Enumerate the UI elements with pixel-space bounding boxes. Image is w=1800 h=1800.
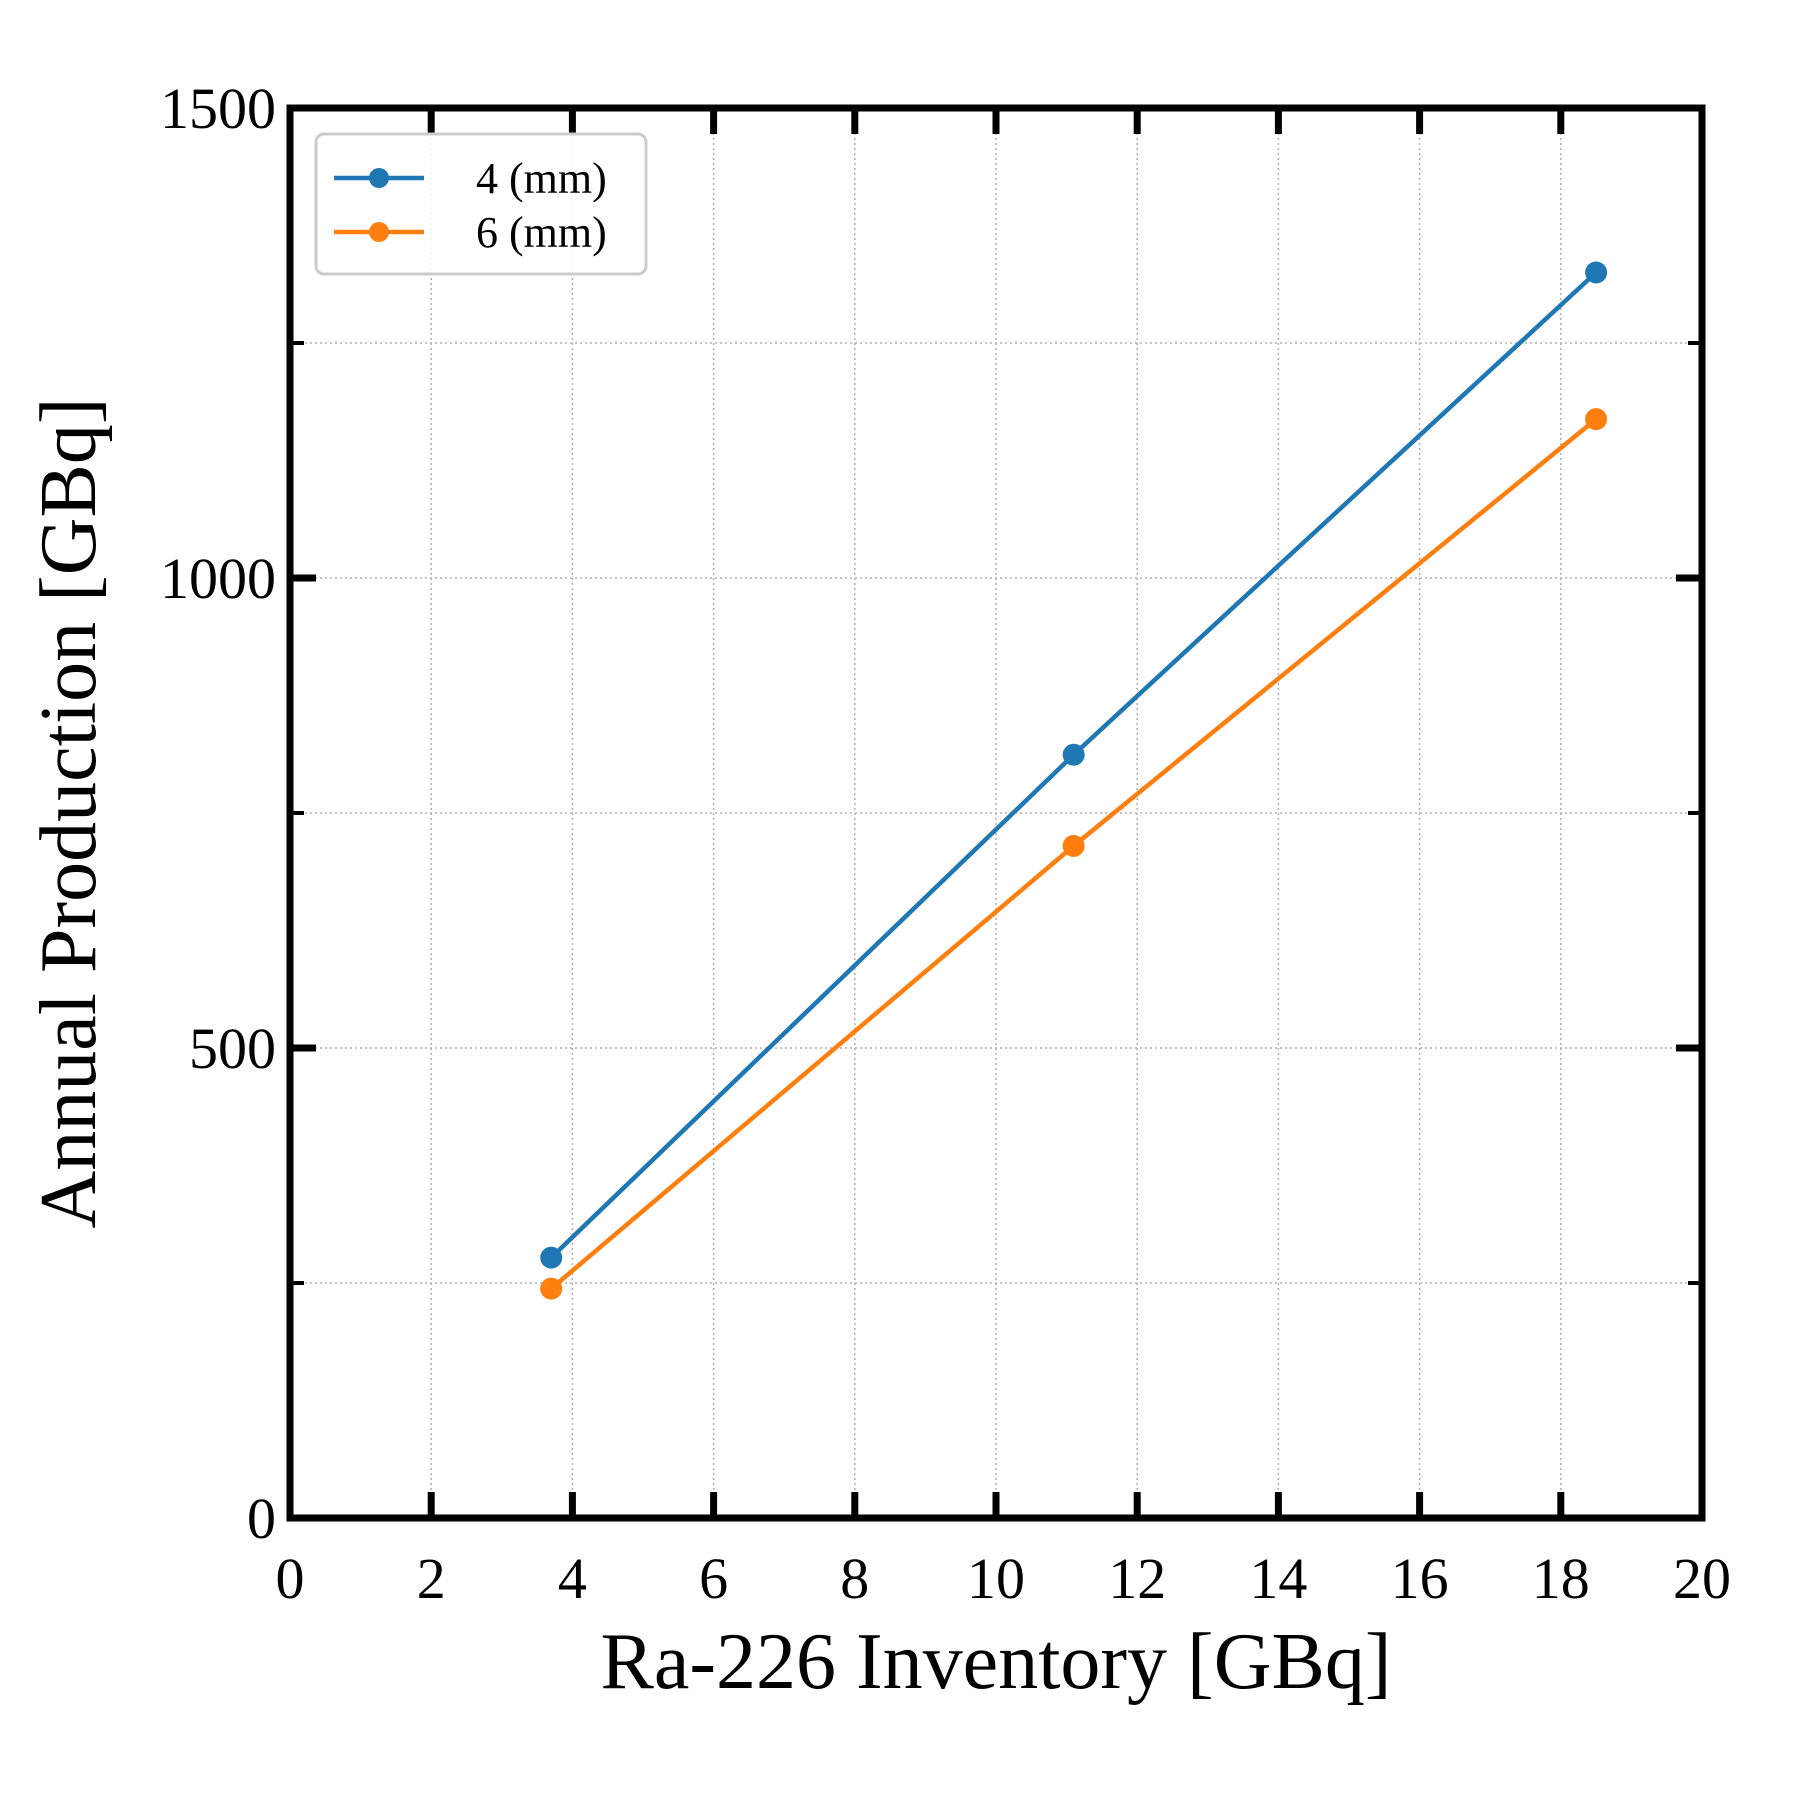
x-tick-label: 6 xyxy=(699,1546,728,1611)
legend-marker xyxy=(369,222,389,242)
legend: 4 (mm) 6 (mm) xyxy=(314,132,648,276)
x-tick-label: 12 xyxy=(1108,1546,1166,1611)
x-axis-label: Ra-226 Inventory [GBq] xyxy=(601,1618,1392,1706)
data-point xyxy=(540,1246,563,1269)
legend-box xyxy=(314,132,648,276)
y-axis-label: Annual Production [GBq] xyxy=(25,397,113,1228)
y-tick-label: 500 xyxy=(189,1016,276,1081)
data-point xyxy=(1585,261,1608,284)
data-point xyxy=(540,1277,563,1300)
y-tick-label: 1000 xyxy=(160,546,276,611)
plot-frame xyxy=(286,104,1706,1522)
tick-labels: 0 2 4 6 8 10 12 14 16 18 20 0 500 1000 1500 xyxy=(160,76,1731,1611)
series-2 xyxy=(540,408,1608,1300)
x-tick-label: 0 xyxy=(276,1546,305,1611)
series-1 xyxy=(540,261,1608,1269)
y-tick-label: 1500 xyxy=(160,76,276,141)
x-tick-label: 10 xyxy=(967,1546,1025,1611)
x-tick-label: 18 xyxy=(1532,1546,1590,1611)
x-tick-label: 4 xyxy=(558,1546,587,1611)
x-tick-label: 16 xyxy=(1391,1546,1449,1611)
legend-entry: 6 (mm) xyxy=(334,208,607,257)
data-point xyxy=(1062,743,1085,766)
data-point xyxy=(1062,834,1085,857)
x-tick-label: 8 xyxy=(840,1546,869,1611)
legend-label: 4 (mm) xyxy=(476,154,607,203)
series-layer xyxy=(540,261,1608,1300)
legend-marker xyxy=(369,168,389,188)
x-tick-label: 20 xyxy=(1673,1546,1731,1611)
data-point xyxy=(1585,408,1608,431)
grid-lines xyxy=(289,107,1703,1519)
x-tick-label: 14 xyxy=(1249,1546,1307,1611)
x-tick-label: 2 xyxy=(417,1546,446,1611)
y-tick-label: 0 xyxy=(247,1486,276,1551)
legend-label: 6 (mm) xyxy=(476,208,607,257)
legend-entry: 4 (mm) xyxy=(334,154,607,203)
